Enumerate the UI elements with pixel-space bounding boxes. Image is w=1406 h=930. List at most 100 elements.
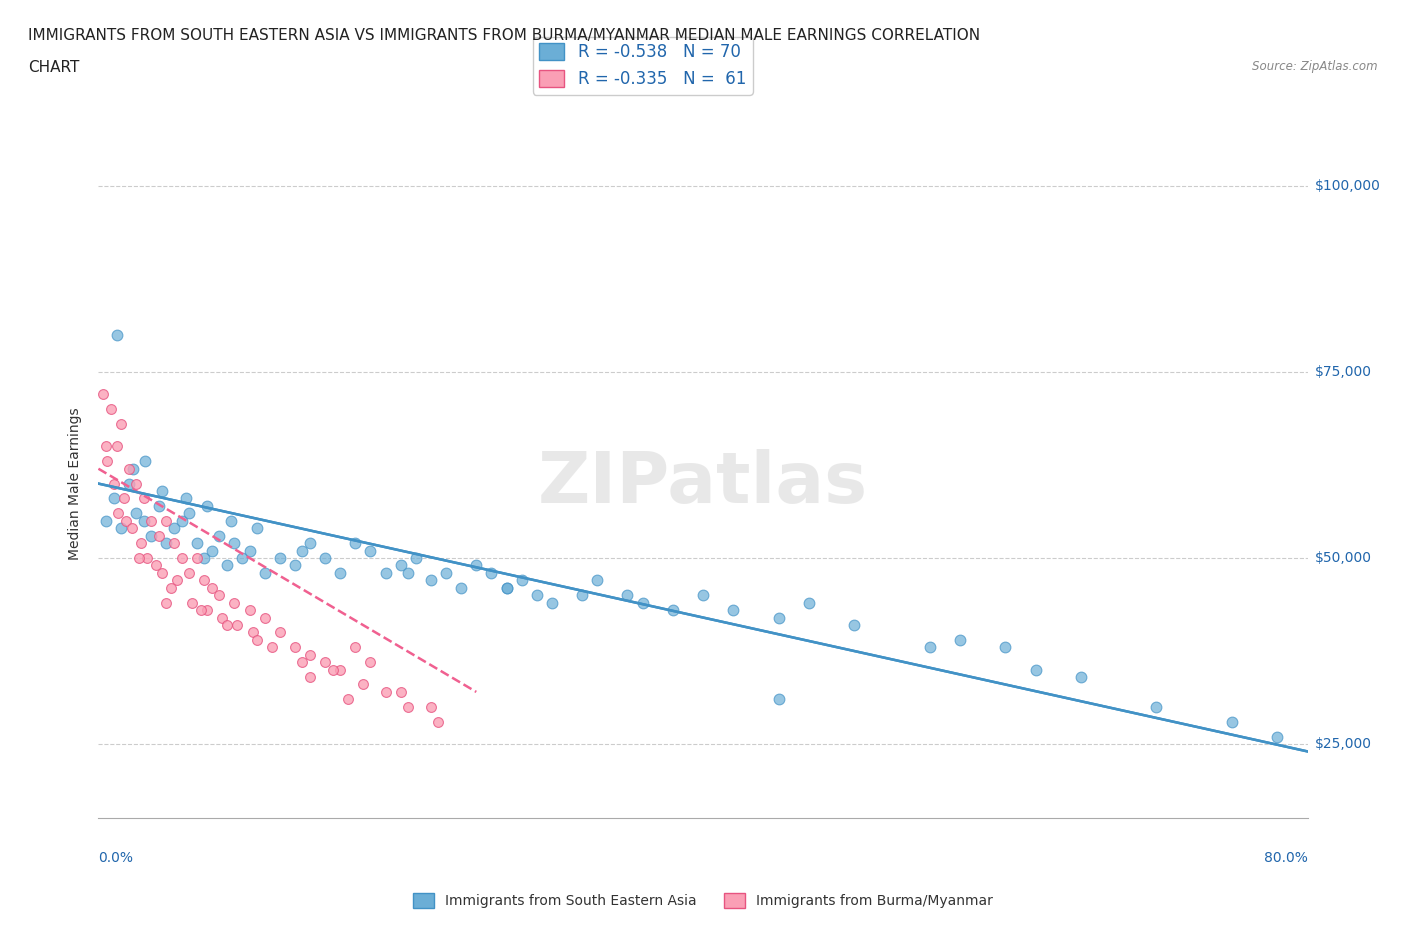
Point xyxy=(96,454,118,469)
Point xyxy=(405,551,427,565)
Point xyxy=(434,565,457,580)
Point xyxy=(186,536,208,551)
Point xyxy=(797,595,820,610)
Point xyxy=(299,670,322,684)
Point xyxy=(239,543,262,558)
Point xyxy=(134,454,156,469)
Point xyxy=(195,603,218,618)
Point xyxy=(128,551,150,565)
Point xyxy=(360,655,382,670)
Point xyxy=(246,632,269,647)
Text: $100,000: $100,000 xyxy=(1315,179,1381,193)
Point xyxy=(1144,699,1167,714)
Point xyxy=(1024,662,1046,677)
Point xyxy=(253,565,276,580)
Point xyxy=(170,513,193,528)
Point xyxy=(427,714,450,729)
Point xyxy=(121,521,143,536)
Point xyxy=(450,580,472,595)
Point xyxy=(148,528,170,543)
Point xyxy=(141,528,163,543)
Point xyxy=(396,699,419,714)
Point xyxy=(179,565,201,580)
Point xyxy=(768,692,790,707)
Point xyxy=(208,528,231,543)
Point xyxy=(540,595,562,610)
Point xyxy=(193,573,215,588)
Point xyxy=(269,625,291,640)
Text: $50,000: $50,000 xyxy=(1315,551,1372,565)
Text: ZIPatlas: ZIPatlas xyxy=(538,449,868,518)
Point xyxy=(215,558,238,573)
Point xyxy=(110,521,132,536)
Y-axis label: Median Male Earnings: Median Male Earnings xyxy=(69,407,83,560)
Point xyxy=(105,327,128,342)
Point xyxy=(174,491,197,506)
Point xyxy=(118,476,141,491)
Point xyxy=(141,513,163,528)
Point xyxy=(495,580,517,595)
Point xyxy=(322,662,344,677)
Point xyxy=(201,543,224,558)
Point xyxy=(224,595,246,610)
Point xyxy=(616,588,638,603)
Point xyxy=(170,551,193,565)
Point xyxy=(481,565,503,580)
Point xyxy=(135,551,157,565)
Point xyxy=(226,618,249,632)
Text: 0.0%: 0.0% xyxy=(98,851,134,865)
Point xyxy=(112,491,135,506)
Point xyxy=(242,625,264,640)
Point xyxy=(329,565,352,580)
Point xyxy=(179,506,201,521)
Point xyxy=(692,588,714,603)
Point xyxy=(844,618,866,632)
Point xyxy=(284,558,307,573)
Point xyxy=(132,513,155,528)
Point xyxy=(336,692,359,707)
Point xyxy=(949,632,972,647)
Point xyxy=(465,558,488,573)
Point xyxy=(329,662,352,677)
Point xyxy=(291,543,314,558)
Point xyxy=(253,610,276,625)
Point xyxy=(262,640,284,655)
Point xyxy=(186,551,208,565)
Point xyxy=(396,565,419,580)
Point xyxy=(389,558,412,573)
Point xyxy=(103,491,125,506)
Point xyxy=(224,536,246,551)
Point xyxy=(100,402,122,417)
Point xyxy=(246,521,269,536)
Point xyxy=(284,640,307,655)
Point xyxy=(344,536,367,551)
Point xyxy=(269,551,291,565)
Point xyxy=(768,610,790,625)
Point xyxy=(129,536,152,551)
Point xyxy=(166,573,188,588)
Point xyxy=(374,565,396,580)
Point xyxy=(105,439,128,454)
Point xyxy=(132,491,155,506)
Point xyxy=(163,536,186,551)
Point xyxy=(221,513,243,528)
Point xyxy=(122,461,145,476)
Point xyxy=(215,618,238,632)
Point xyxy=(661,603,683,618)
Point xyxy=(571,588,593,603)
Point xyxy=(145,558,167,573)
Point xyxy=(510,573,533,588)
Point xyxy=(94,513,117,528)
Point xyxy=(181,595,204,610)
Point xyxy=(314,551,336,565)
Point xyxy=(352,677,374,692)
Point xyxy=(190,603,212,618)
Point xyxy=(374,684,396,699)
Text: $25,000: $25,000 xyxy=(1315,737,1372,751)
Point xyxy=(344,640,367,655)
Point xyxy=(723,603,745,618)
Point xyxy=(114,513,136,528)
Point xyxy=(1070,670,1092,684)
Legend: R = -0.538   N = 70, R = -0.335   N =  61: R = -0.538 N = 70, R = -0.335 N = 61 xyxy=(533,36,752,95)
Point xyxy=(125,506,148,521)
